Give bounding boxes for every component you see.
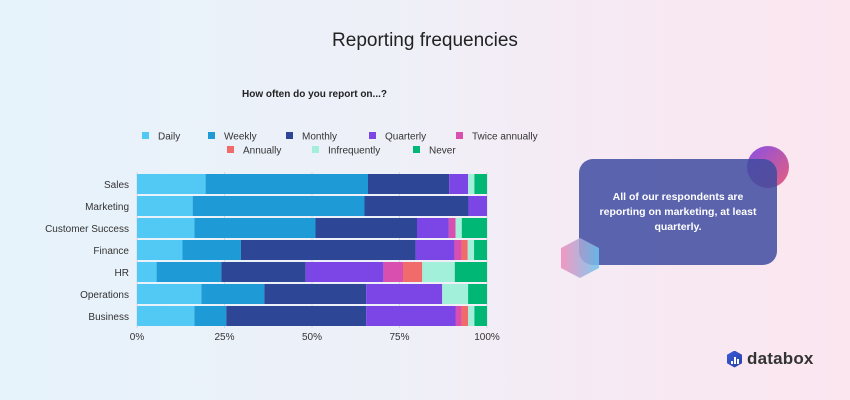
insight-callout: All of our respondents are reporting on … xyxy=(579,159,777,265)
callout-text: All of our respondents are reporting on … xyxy=(599,190,757,233)
bar-segment-monthly xyxy=(221,262,306,282)
bar-segment-quarterly xyxy=(417,218,449,238)
bar-segment-monthly xyxy=(315,218,417,238)
bar-segment-quarterly xyxy=(305,262,384,282)
legend-label: Twice annually xyxy=(472,132,538,143)
bar-segment-weekly xyxy=(192,196,365,216)
category-label: Business xyxy=(88,312,129,323)
bar-segment-quarterly xyxy=(449,174,469,194)
x-tick-label: 100% xyxy=(474,332,500,343)
legend-label: Monthly xyxy=(302,132,337,143)
category-label: Marketing xyxy=(85,202,129,213)
x-tick-label: 75% xyxy=(389,332,409,343)
bar-segment-weekly xyxy=(194,306,227,326)
bar-segment-weekly xyxy=(156,262,222,282)
legend-swatch xyxy=(413,146,420,153)
bar-segment-daily xyxy=(137,196,193,216)
legend-label: Never xyxy=(429,146,456,157)
bar-segment-daily xyxy=(137,174,206,194)
bar-segment-never xyxy=(454,262,487,282)
bar-segment-twice-annually xyxy=(455,306,462,326)
chart-subtitle: How often do you report on...? xyxy=(242,89,387,100)
bar-segment-infrequently xyxy=(468,306,475,326)
bar-segment-monthly xyxy=(264,284,367,304)
bar-segment-quarterly xyxy=(415,240,455,260)
bar-segment-annually xyxy=(461,240,468,260)
bar-segment-quarterly xyxy=(366,284,443,304)
category-label: Operations xyxy=(80,290,129,301)
logo-text: databox xyxy=(747,349,814,368)
bar-segment-quarterly xyxy=(366,306,456,326)
bar-segment-daily xyxy=(137,306,195,326)
legend-swatch xyxy=(312,146,319,153)
bar-segment-twice-annually xyxy=(454,240,462,260)
legend-label: Infrequently xyxy=(328,146,380,157)
databox-logo: databox xyxy=(727,349,814,369)
legend-label: Quarterly xyxy=(385,132,426,143)
bar-segment-monthly xyxy=(368,174,450,194)
legend-swatch xyxy=(208,132,215,139)
bar-segment-daily xyxy=(137,262,157,282)
bar-segment-infrequently xyxy=(422,262,455,282)
legend-label: Weekly xyxy=(224,132,257,143)
chart-title: Reporting frequencies xyxy=(332,30,518,51)
bar-segment-weekly xyxy=(194,218,316,238)
legend-label: Daily xyxy=(158,132,180,143)
legend-swatch xyxy=(456,132,463,139)
bar-segment-monthly xyxy=(226,306,367,326)
bar-segment-never xyxy=(474,174,487,194)
legend-swatch xyxy=(227,146,234,153)
bar-segment-annually xyxy=(461,306,469,326)
category-label: Finance xyxy=(93,246,129,257)
bar-segment-weekly xyxy=(205,174,368,194)
x-tick-label: 25% xyxy=(214,332,234,343)
bar-segment-daily xyxy=(137,284,202,304)
bar-segment-infrequently xyxy=(442,284,469,304)
bar-segment-monthly xyxy=(240,240,416,260)
x-tick-label: 50% xyxy=(302,332,322,343)
x-tick-label: 0% xyxy=(130,332,145,343)
category-label: Customer Success xyxy=(45,224,129,235)
bar-segment-never xyxy=(468,284,487,304)
bar-segment-infrequently xyxy=(468,174,475,194)
bar-segment-weekly xyxy=(182,240,241,260)
bar-segment-never xyxy=(461,218,487,238)
legend-swatch xyxy=(286,132,293,139)
bar-segment-daily xyxy=(137,218,195,238)
bar-segment-monthly xyxy=(364,196,469,216)
bar-segment-quarterly xyxy=(468,196,487,216)
bar-segment-weekly xyxy=(201,284,265,304)
bar-segment-twice-annually xyxy=(383,262,403,282)
legend-swatch xyxy=(142,132,149,139)
legend-label: Annually xyxy=(243,146,281,157)
legend-swatch xyxy=(369,132,376,139)
databox-logo-icon xyxy=(727,350,742,368)
bar-segment-never xyxy=(474,306,487,326)
bar-segment-never xyxy=(474,240,487,260)
bar-segment-infrequently xyxy=(455,218,462,238)
bar-segment-daily xyxy=(137,240,183,260)
category-label: HR xyxy=(115,268,129,279)
bar-segment-infrequently xyxy=(467,240,475,260)
category-label: Sales xyxy=(104,180,129,191)
bar-segment-annually xyxy=(403,262,423,282)
bar-segment-twice-annually xyxy=(448,218,456,238)
